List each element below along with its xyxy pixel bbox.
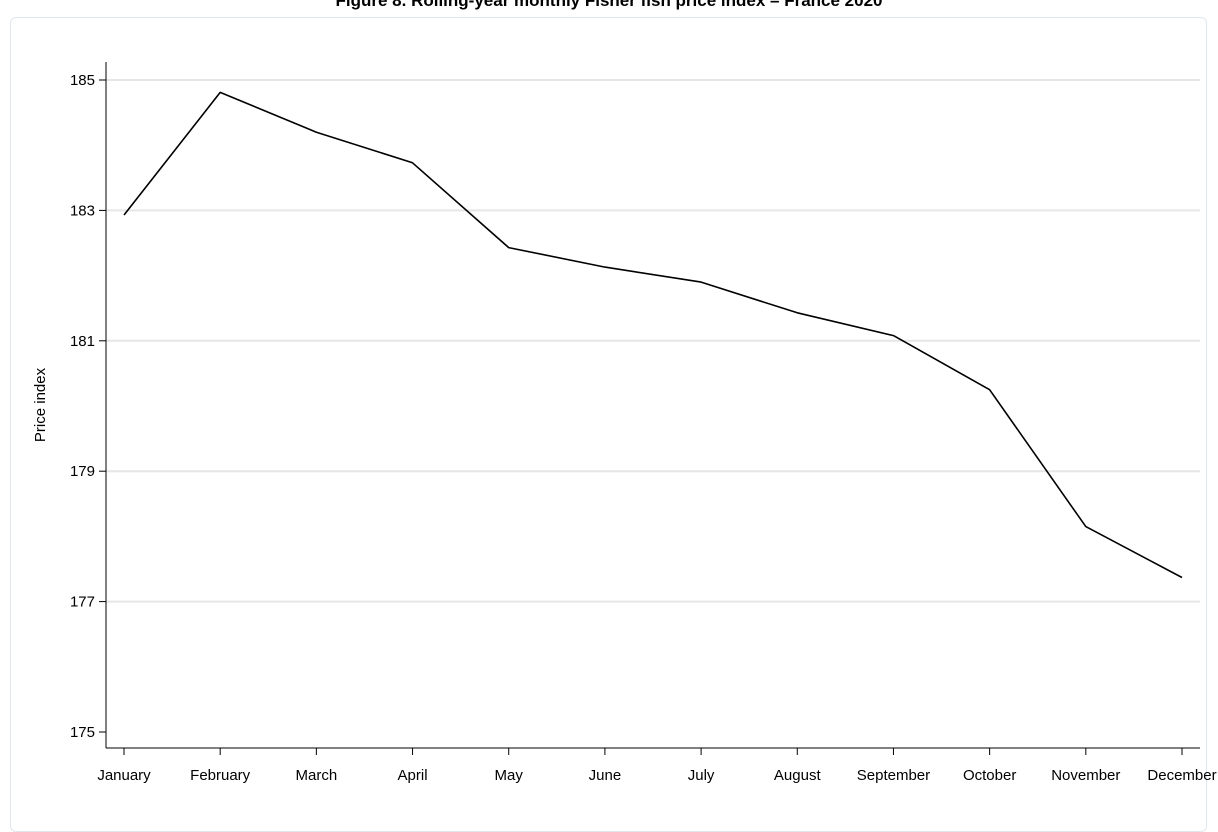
x-tick-label: December (1147, 767, 1216, 784)
x-tick-label: May (495, 767, 524, 784)
x-tick-label: June (589, 767, 622, 784)
y-tick-label: 183 (70, 202, 95, 219)
x-tick-label: August (774, 767, 822, 784)
x-tick-label: November (1051, 767, 1120, 784)
x-tick-label: March (296, 767, 338, 784)
labels: 175 177 179 181 183 185 January February March Ap… (70, 72, 1217, 784)
y-axis-title: Price index (32, 367, 49, 442)
gridlines (106, 79, 1200, 603)
x-tick-label: September (857, 767, 930, 784)
x-tick-label: April (398, 767, 428, 784)
series-line (123, 91, 1183, 579)
y-tick-label: 177 (70, 594, 95, 611)
x-tick-label: January (97, 767, 151, 784)
x-tick-label: February (190, 767, 251, 784)
x-tick-label: October (963, 767, 1016, 784)
chart-title: Figure 8. Rolling-year monthly Fisher fi… (335, 0, 883, 10)
series (123, 91, 1183, 579)
chart-frame (10, 17, 1207, 832)
y-tick-label: 181 (70, 333, 95, 350)
axes (99, 62, 1200, 755)
y-tick-label: 179 (70, 463, 95, 480)
y-tick-label: 175 (70, 724, 95, 741)
x-tick-label: July (688, 767, 715, 784)
y-tick-label: 185 (70, 72, 95, 89)
